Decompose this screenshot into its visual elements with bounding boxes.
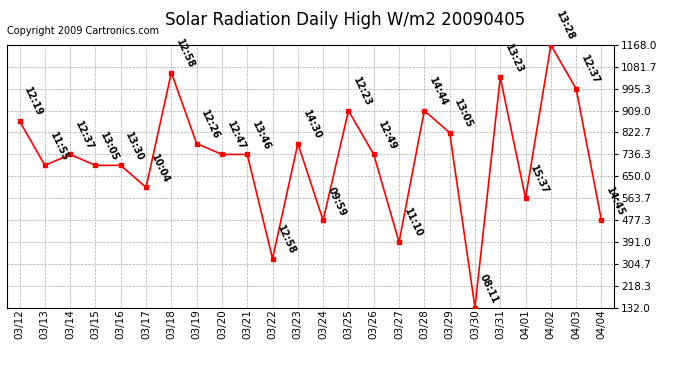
Text: 13:30: 13:30 [124, 130, 146, 163]
Text: 13:05: 13:05 [453, 98, 475, 130]
Text: 13:46: 13:46 [250, 119, 272, 152]
Text: 09:59: 09:59 [326, 185, 348, 218]
Text: 11:10: 11:10 [402, 207, 424, 239]
Text: 08:11: 08:11 [477, 272, 500, 305]
Text: Solar Radiation Daily High W/m2 20090405: Solar Radiation Daily High W/m2 20090405 [165, 11, 525, 29]
Text: 12:37: 12:37 [73, 119, 95, 152]
Text: 12:23: 12:23 [351, 75, 373, 108]
Text: 10:04: 10:04 [149, 152, 171, 184]
Text: 14:45: 14:45 [604, 185, 627, 218]
Text: 12:58: 12:58 [275, 224, 297, 256]
Text: 11:55: 11:55 [48, 130, 70, 163]
Text: 12:19: 12:19 [22, 86, 44, 118]
Text: 12:58: 12:58 [174, 38, 197, 70]
Text: Copyright 2009 Cartronics.com: Copyright 2009 Cartronics.com [7, 26, 159, 36]
Text: 12:26: 12:26 [199, 108, 221, 141]
Text: 12:47: 12:47 [225, 119, 247, 152]
Text: 13:05: 13:05 [98, 130, 120, 163]
Text: 12:49: 12:49 [377, 119, 399, 152]
Text: 13:23: 13:23 [503, 42, 525, 75]
Text: 14:44: 14:44 [427, 75, 449, 108]
Text: 15:37: 15:37 [529, 163, 551, 195]
Text: 13:28: 13:28 [553, 10, 576, 42]
Text: 12:37: 12:37 [579, 54, 601, 86]
Text: 14:30: 14:30 [301, 108, 323, 141]
